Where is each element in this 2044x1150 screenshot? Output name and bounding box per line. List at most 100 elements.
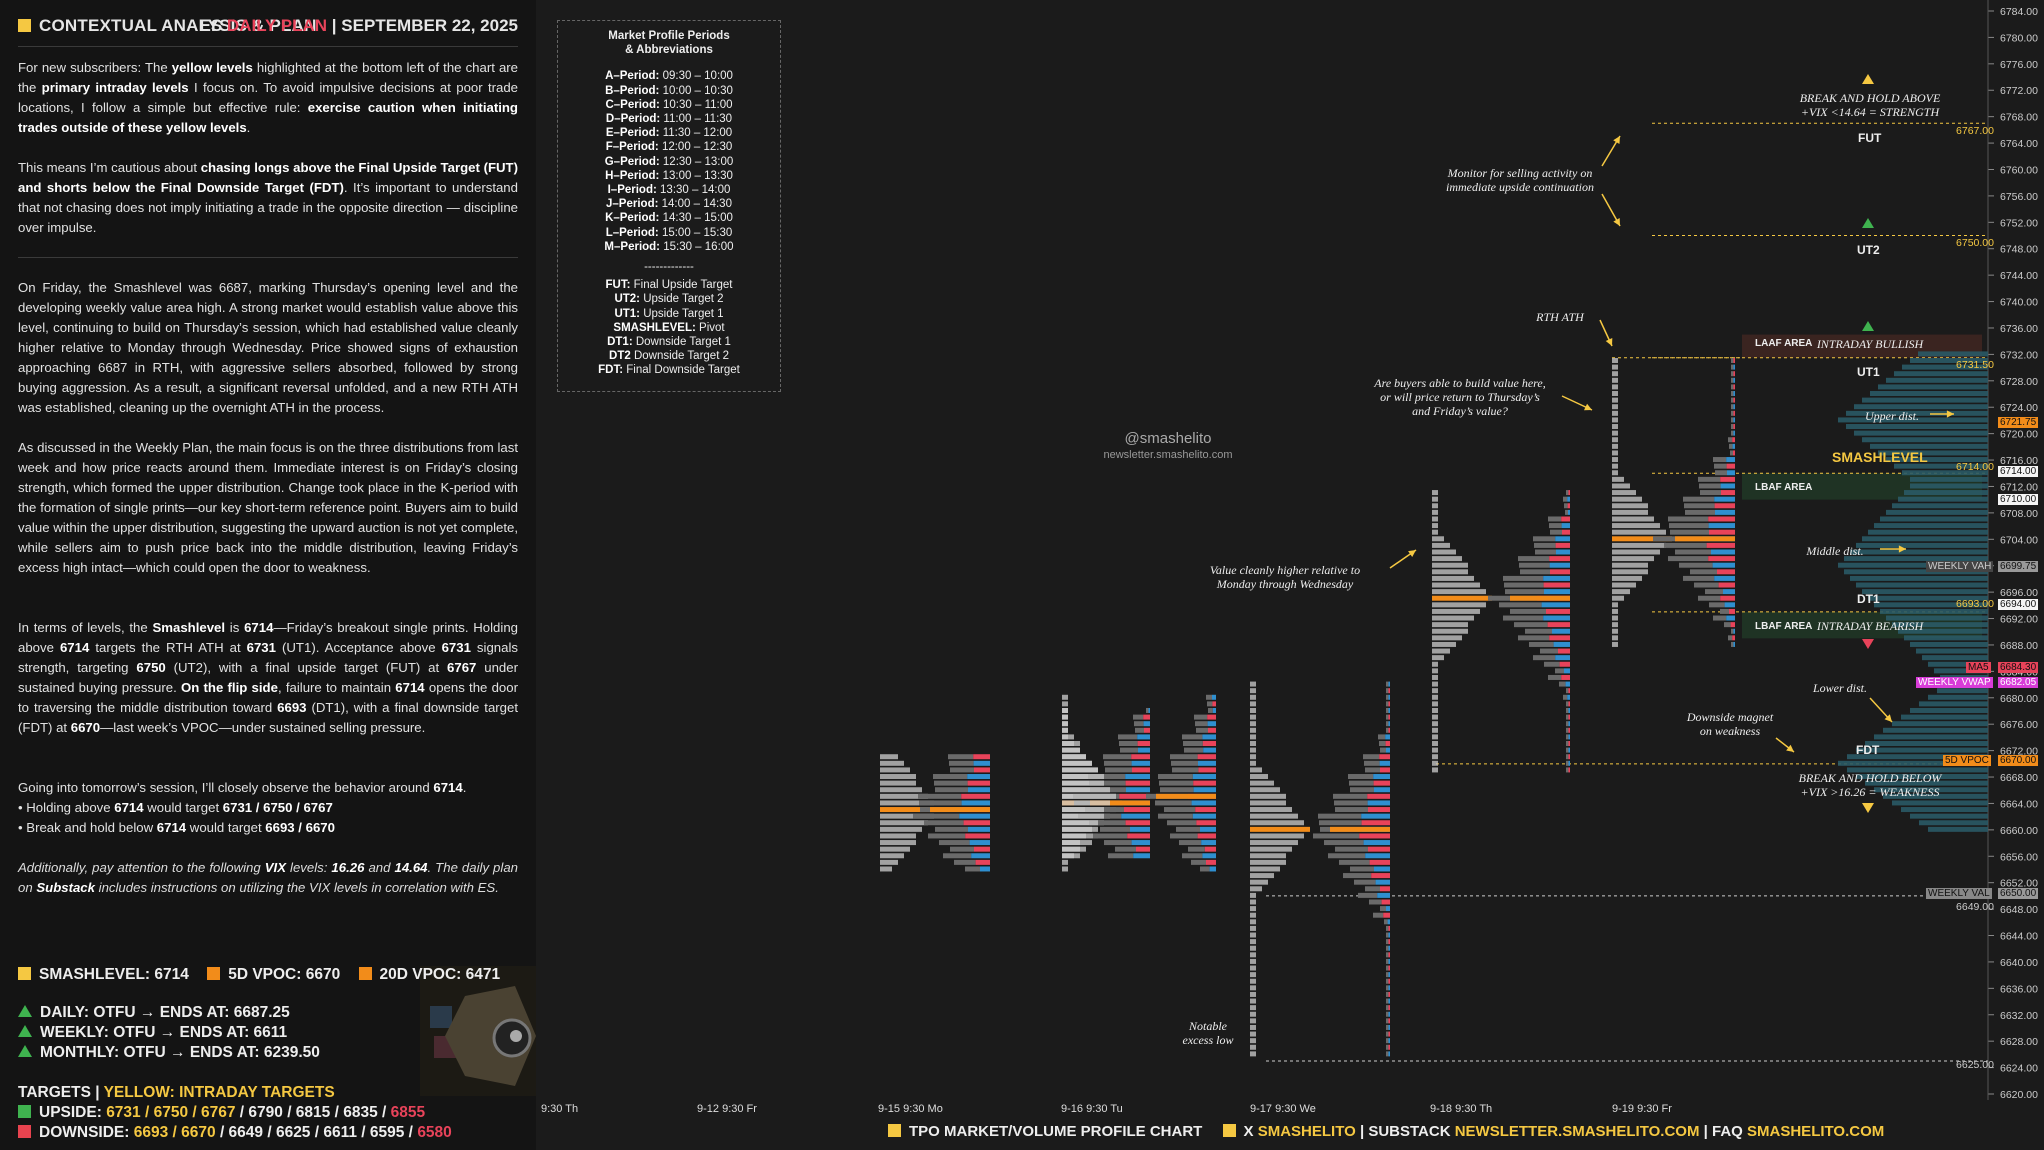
volume-bar-edge xyxy=(1718,582,1735,588)
paragraph-levels: In terms of levels, the Smashlevel is 67… xyxy=(18,620,518,735)
tpo-row xyxy=(1250,774,1268,780)
arrow-monitor-down-head xyxy=(1613,218,1620,226)
tpo-row xyxy=(1432,595,1492,601)
y-tick-label: 6628.00 xyxy=(2000,1036,2038,1048)
volume-bar-edge xyxy=(1708,556,1735,562)
volume-bar-edge xyxy=(963,820,990,826)
legend-period-item: C–Period: 10:30 – 11:00 xyxy=(605,98,733,111)
tpo-row xyxy=(1062,694,1068,700)
volume-bar xyxy=(1179,840,1202,846)
volume-bar xyxy=(1171,760,1198,766)
volume-bar xyxy=(1386,714,1389,720)
tpo-row xyxy=(1250,1005,1256,1011)
tpo-row xyxy=(1432,523,1438,529)
volume-bar xyxy=(1386,681,1389,687)
volume-bar xyxy=(1324,840,1364,846)
x-handle-link[interactable]: SMASHELITO xyxy=(1257,1123,1356,1140)
composite-volume-bar xyxy=(1883,793,1988,799)
tpo-row xyxy=(1250,846,1292,852)
session-vpoc-bar xyxy=(1675,536,1735,542)
composite-volume-bar xyxy=(1910,707,1988,713)
volume-bar-edge xyxy=(1543,575,1570,581)
composite-volume-bar xyxy=(1870,443,1988,449)
y-tick-label: 6752.00 xyxy=(2000,217,2038,229)
volume-bar xyxy=(1386,707,1389,713)
y-tick-label: 6644.00 xyxy=(2000,931,2038,943)
volume-bar-edge xyxy=(1726,457,1735,463)
volume-bar-edge xyxy=(1203,747,1216,753)
volume-bar xyxy=(1208,707,1213,713)
tpo-row xyxy=(1250,892,1256,898)
volume-bar-edge xyxy=(1733,404,1735,410)
volume-bar xyxy=(1158,813,1193,819)
volume-bar-edge xyxy=(961,800,990,806)
annotation-monitor: Monitor for selling activity on immediate… xyxy=(1446,166,1594,194)
composite-volume-bar xyxy=(1854,404,1988,410)
volume-bar-edge xyxy=(1555,536,1570,542)
volume-bar xyxy=(1335,807,1368,813)
volume-bar xyxy=(1566,734,1569,740)
tpo-row xyxy=(1250,780,1274,786)
legend-period-item: G–Period: 12:30 – 13:00 xyxy=(604,155,734,168)
volume-bar-edge xyxy=(1723,589,1735,595)
volume-bar xyxy=(1566,767,1569,773)
tpo-row xyxy=(1612,635,1618,641)
y-tick-label: 6656.00 xyxy=(2000,851,2038,863)
volume-bar-edge xyxy=(1546,608,1570,614)
volume-bar xyxy=(1731,397,1734,403)
volume-bar-edge xyxy=(1388,1051,1390,1057)
composite-volume-bar xyxy=(1898,496,1988,502)
volume-bar-edge xyxy=(1196,820,1216,826)
tpo-row xyxy=(1432,701,1438,707)
volume-bar-edge xyxy=(1568,727,1570,733)
volume-bar xyxy=(1566,688,1569,694)
composite-volume-bar xyxy=(1838,760,1988,766)
volume-bar-edge xyxy=(1388,932,1390,938)
tpo-row xyxy=(1612,595,1624,601)
annotation-excess-low: Notable excess low xyxy=(1182,1019,1234,1047)
tpo-row xyxy=(1062,866,1068,872)
volume-bar-edge xyxy=(1720,476,1735,482)
session-vpoc-bar xyxy=(930,807,990,813)
composite-volume-bar xyxy=(1919,701,1988,707)
substack-link[interactable]: NEWSLETTER.SMASHELITO.COM xyxy=(1454,1123,1700,1140)
volume-bar-edge xyxy=(1555,542,1570,548)
tpo-row xyxy=(1062,734,1074,740)
volume-bar-edge xyxy=(1733,450,1735,456)
tpo-row xyxy=(880,800,934,806)
volume-bar-edge xyxy=(1388,694,1390,700)
composite-volume-bar xyxy=(1846,424,1988,430)
volume-bar xyxy=(1160,787,1194,793)
volume-bar-edge xyxy=(1733,410,1735,416)
tpo-row xyxy=(1432,714,1438,720)
volume-bar xyxy=(1731,404,1734,410)
volume-bar-edge xyxy=(961,793,990,799)
faq-link[interactable]: SMASHELITO.COM xyxy=(1747,1123,1885,1140)
tpo-row xyxy=(1612,641,1618,647)
tpo-row xyxy=(1612,430,1618,436)
volume-bar-edge xyxy=(1124,807,1150,813)
tpo-row xyxy=(1432,536,1444,542)
y-tick-label: 6696.00 xyxy=(2000,587,2038,599)
paragraph-subscribers: For new subscribers: The yellow levels h… xyxy=(18,60,519,135)
volume-bar xyxy=(1698,476,1721,482)
legend-abbrev-item: DT1: Downside Target 1 xyxy=(607,336,731,349)
level-fdt: FDT xyxy=(1856,743,1880,757)
tpo-row xyxy=(1612,371,1618,377)
tpo-row xyxy=(1612,589,1630,595)
tpo-row xyxy=(1062,714,1068,720)
volume-bar-edge xyxy=(1137,734,1150,740)
legend-abbrev-item: FDT: Final Downside Target xyxy=(598,364,740,377)
volume-bar-edge xyxy=(1568,688,1570,694)
volume-bar xyxy=(1103,754,1132,760)
volume-bar-edge xyxy=(1386,906,1390,912)
composite-volume-bar xyxy=(1910,813,1988,819)
composite-volume-bar xyxy=(1846,410,1988,416)
tpo-row xyxy=(880,859,898,865)
volume-bar-edge xyxy=(1375,879,1390,885)
volume-bar xyxy=(1319,820,1362,826)
tag-6750: 6750.00 xyxy=(1956,237,1994,249)
volume-bar-edge xyxy=(1706,542,1735,548)
annotation-downside-magnet: Downside magnet on weakness xyxy=(1686,710,1774,738)
volume-bar xyxy=(1386,1031,1389,1037)
